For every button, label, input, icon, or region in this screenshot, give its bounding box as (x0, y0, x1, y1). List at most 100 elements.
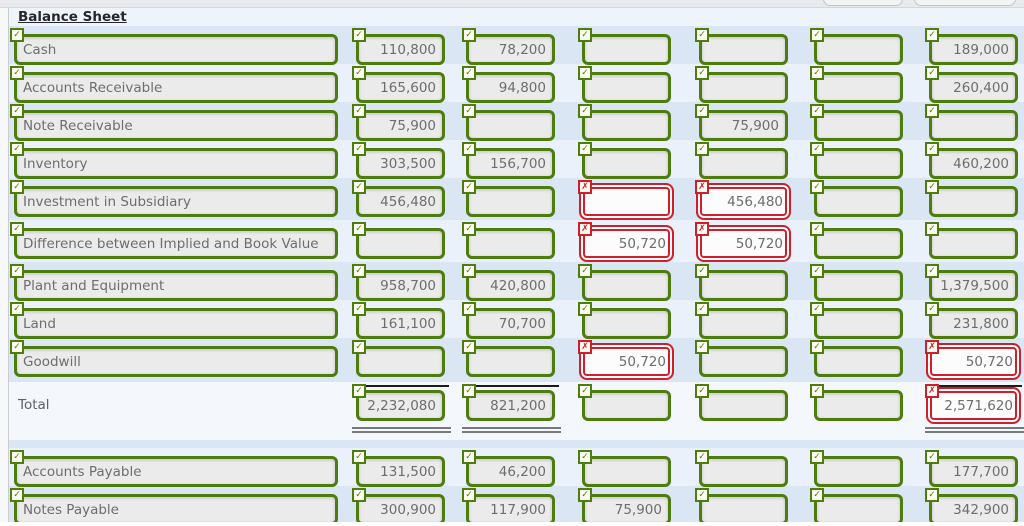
amount-input[interactable]: 70,700 (466, 308, 555, 339)
amount-input[interactable] (699, 270, 788, 301)
amount-input[interactable]: 94,800 (466, 72, 555, 103)
amount-input[interactable]: 260,400 (929, 72, 1018, 103)
toolbar-button-partial[interactable] (823, 0, 903, 6)
amount-input[interactable]: 231,800 (929, 308, 1018, 339)
amount-input[interactable] (699, 494, 788, 525)
amount-input[interactable] (582, 390, 671, 421)
amount-input[interactable]: 958,700 (356, 270, 445, 301)
amount-input[interactable]: 117,900 (466, 494, 555, 525)
account-label-input[interactable]: Difference between Implied and Book Valu… (14, 228, 338, 259)
amount-input[interactable] (929, 110, 1018, 141)
account-label-input[interactable]: Goodwill (14, 346, 338, 377)
account-label-input[interactable]: Notes Payable (14, 494, 338, 525)
amount-input[interactable] (699, 34, 788, 65)
amount-input[interactable] (582, 270, 671, 301)
amount-input[interactable] (814, 148, 903, 179)
amount-input[interactable] (929, 228, 1018, 259)
amount-cell: ✓ (695, 488, 788, 525)
amount-input[interactable] (814, 390, 903, 421)
account-label-input[interactable]: Plant and Equipment (14, 270, 338, 301)
amount-cell: ✓ 161,100 (352, 302, 445, 339)
amount-input[interactable] (929, 186, 1018, 217)
correct-check-icon: ✓ (462, 222, 476, 236)
amount-input[interactable] (699, 72, 788, 103)
amount-input[interactable] (699, 346, 788, 377)
amount-cell: ✗ 50,720 (578, 340, 674, 380)
amount-input[interactable]: 177,700 (929, 456, 1018, 487)
amount-input[interactable]: 50,720 (696, 225, 791, 262)
correct-check-icon: ✓ (810, 384, 824, 398)
amount-input[interactable] (814, 34, 903, 65)
amount-cell: ✓ (578, 28, 671, 65)
amount-input[interactable]: 46,200 (466, 456, 555, 487)
amount-input[interactable] (582, 110, 671, 141)
correct-check-icon: ✓ (352, 340, 366, 354)
amount-input[interactable]: 2,232,080 (356, 390, 445, 421)
amount-input[interactable] (814, 72, 903, 103)
amount-input[interactable]: 161,100 (356, 308, 445, 339)
correct-check-icon: ✓ (352, 222, 366, 236)
amount-input[interactable]: 821,200 (466, 390, 555, 421)
amount-input[interactable] (699, 456, 788, 487)
amount-cell: ✓ 958,700 (352, 264, 445, 301)
incorrect-x-icon: ✗ (925, 384, 939, 398)
amount-cell: ✗ 50,720 (578, 222, 674, 262)
amount-input[interactable]: 456,480 (356, 186, 445, 217)
amount-input[interactable] (466, 186, 555, 217)
amount-input[interactable]: 50,720 (579, 225, 674, 262)
amount-input[interactable]: 460,200 (929, 148, 1018, 179)
amount-input[interactable] (699, 148, 788, 179)
amount-input[interactable] (466, 228, 555, 259)
amount-input[interactable]: 2,571,620 (926, 387, 1021, 424)
amount-input[interactable]: 131,500 (356, 456, 445, 487)
amount-input[interactable]: 75,900 (582, 494, 671, 525)
amount-input[interactable]: 300,900 (356, 494, 445, 525)
amount-input[interactable] (466, 110, 555, 141)
amount-input[interactable] (814, 346, 903, 377)
amount-input[interactable]: 78,200 (466, 34, 555, 65)
account-label-input[interactable]: Land (14, 308, 338, 339)
amount-input[interactable]: 456,480 (696, 183, 791, 220)
amount-input[interactable] (466, 346, 555, 377)
amount-input[interactable]: 303,500 (356, 148, 445, 179)
amount-input[interactable]: 50,720 (579, 343, 674, 380)
amount-input[interactable] (356, 228, 445, 259)
account-label-input[interactable]: Note Receivable (14, 110, 338, 141)
amount-input[interactable]: 75,900 (699, 110, 788, 141)
amount-input[interactable]: 75,900 (356, 110, 445, 141)
amount-input[interactable] (582, 308, 671, 339)
account-label-input[interactable]: Inventory (14, 148, 338, 179)
amount-input[interactable]: 1,379,500 (929, 270, 1018, 301)
amount-input[interactable] (814, 186, 903, 217)
account-label-input[interactable]: Accounts Receivable (14, 72, 338, 103)
toolbar-button-partial[interactable] (914, 0, 1016, 6)
amount-input[interactable] (579, 183, 674, 220)
amount-input[interactable] (814, 228, 903, 259)
amount-input[interactable] (582, 72, 671, 103)
amount-cell: ✓ (462, 180, 555, 217)
amount-input[interactable] (582, 34, 671, 65)
amount-input[interactable] (582, 456, 671, 487)
amount-input[interactable] (814, 494, 903, 525)
amount-input[interactable] (699, 308, 788, 339)
amount-input[interactable]: 156,700 (466, 148, 555, 179)
amount-input[interactable] (814, 110, 903, 141)
account-label-input[interactable]: Investment in Subsidiary (14, 186, 338, 217)
account-label-input[interactable]: Accounts Payable (14, 456, 338, 487)
amount-input[interactable] (699, 390, 788, 421)
correct-check-icon: ✓ (925, 302, 939, 316)
amount-input[interactable]: 420,800 (466, 270, 555, 301)
amount-input[interactable]: 50,720 (926, 343, 1021, 380)
amount-input[interactable] (814, 456, 903, 487)
amount-input[interactable]: 189,000 (929, 34, 1018, 65)
amount-input[interactable]: 342,900 (929, 494, 1018, 525)
amount-input[interactable]: 165,600 (356, 72, 445, 103)
amount-input[interactable] (582, 148, 671, 179)
correct-check-icon: ✓ (695, 66, 709, 80)
amount-input[interactable] (356, 346, 445, 377)
account-label-input[interactable]: Cash (14, 34, 338, 65)
amount-input[interactable]: 110,800 (356, 34, 445, 65)
correct-check-icon: ✓ (578, 488, 592, 502)
amount-input[interactable] (814, 308, 903, 339)
amount-input[interactable] (814, 270, 903, 301)
